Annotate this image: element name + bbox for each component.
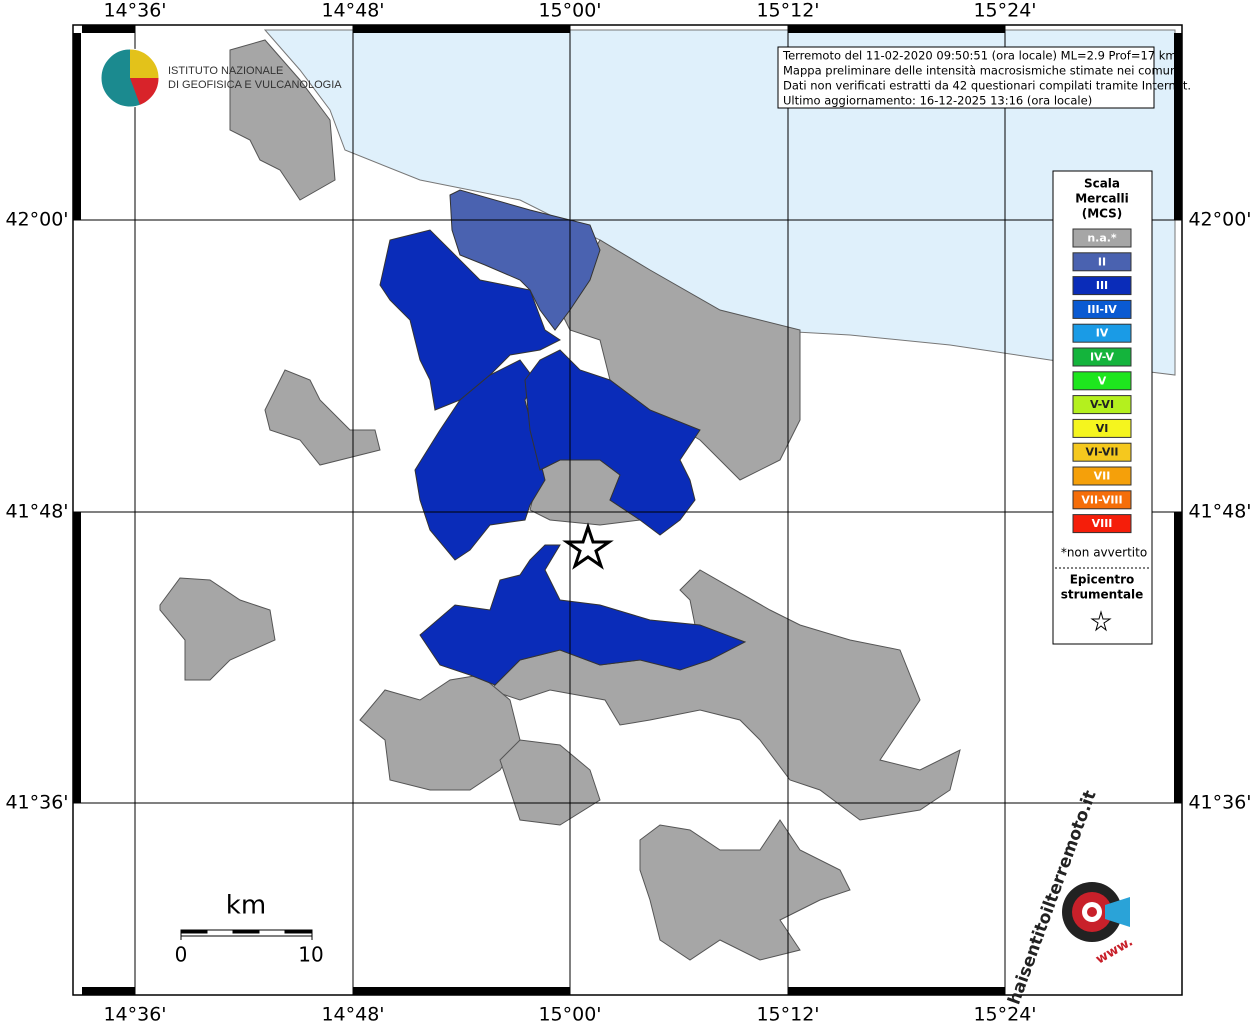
epicenter-star bbox=[562, 522, 614, 570]
municipalities bbox=[159, 39, 961, 961]
logo-text: DI GEOFISICA E VULCANOLOGIA bbox=[168, 79, 342, 91]
legend-epicenter: strumentale bbox=[1061, 588, 1144, 602]
legend-label: IV bbox=[1096, 327, 1109, 340]
legend-label: V-VI bbox=[1090, 398, 1114, 411]
legend-label: V bbox=[1098, 374, 1107, 387]
legend-epicenter: Epicentro bbox=[1070, 573, 1135, 587]
legend-label: VI bbox=[1096, 422, 1109, 435]
ingv-logo bbox=[100, 48, 160, 108]
legend-swatch bbox=[1072, 323, 1132, 343]
area bbox=[524, 349, 701, 536]
lon-label: 14°48' bbox=[321, 0, 384, 22]
legend-swatch bbox=[1072, 466, 1132, 486]
logo-text: ISTITUTO NAZIONALE bbox=[168, 65, 283, 77]
scale-end: 10 bbox=[298, 943, 323, 967]
lat-label: 41°48' bbox=[5, 501, 68, 523]
legend-swatch bbox=[1072, 514, 1132, 534]
info-line: Ultimo aggiornamento: 16-12-2025 13:16 (… bbox=[783, 94, 1092, 108]
lat-label: 41°36' bbox=[5, 792, 68, 814]
lat-label: 41°36' bbox=[1188, 792, 1251, 814]
area bbox=[639, 819, 851, 961]
legend-label: VI-VII bbox=[1085, 446, 1118, 459]
legend-note: *non avvertito bbox=[1061, 546, 1147, 560]
legend-label: II bbox=[1098, 255, 1106, 268]
area bbox=[414, 359, 546, 561]
area bbox=[159, 577, 276, 681]
legend-label: VIII bbox=[1092, 517, 1113, 530]
legend-label: VII-VIII bbox=[1081, 493, 1122, 506]
lon-label: 14°36' bbox=[103, 0, 166, 22]
info-line: Terremoto del 11-02-2020 09:50:51 (ora l… bbox=[782, 49, 1177, 63]
area bbox=[559, 239, 801, 481]
lon-label: 15°24' bbox=[973, 0, 1036, 22]
legend-star bbox=[1090, 610, 1112, 632]
info-line: Mappa preliminare delle intensità macros… bbox=[783, 64, 1180, 78]
area bbox=[229, 39, 336, 201]
legend-swatch bbox=[1072, 490, 1132, 510]
legend-swatch bbox=[1072, 276, 1132, 296]
area bbox=[419, 544, 747, 686]
frame bbox=[72, 24, 1183, 996]
legend-title: Mercalli bbox=[1075, 192, 1129, 206]
legend-label: n.a.* bbox=[1087, 232, 1117, 245]
scale-start: 0 bbox=[175, 943, 188, 967]
lon-label: 15°00' bbox=[538, 1004, 601, 1025]
watermark-logo bbox=[1062, 882, 1130, 942]
legend-label: III-IV bbox=[1087, 303, 1117, 316]
legend-swatch bbox=[1072, 299, 1132, 319]
lon-label: 15°12' bbox=[756, 1004, 819, 1025]
lat-label: 41°48' bbox=[1188, 501, 1251, 523]
legend-swatch bbox=[1072, 418, 1132, 438]
legend-label: III bbox=[1096, 279, 1108, 292]
legend-title: Scala bbox=[1084, 177, 1120, 191]
area bbox=[499, 739, 601, 826]
legend-swatch bbox=[1072, 371, 1132, 391]
scale-bar bbox=[180, 929, 313, 940]
legend-label: VII bbox=[1094, 470, 1111, 483]
lon-label: 14°36' bbox=[103, 1004, 166, 1025]
area bbox=[449, 189, 601, 331]
lon-label: 15°00' bbox=[538, 0, 601, 22]
lat-label: 42°00' bbox=[1188, 209, 1251, 231]
lon-label: 15°24' bbox=[973, 1004, 1036, 1025]
legend-title: (MCS) bbox=[1082, 207, 1123, 221]
lon-label: 15°12' bbox=[756, 0, 819, 22]
info-line: Dati non verificati estratti da 42 quest… bbox=[783, 79, 1191, 93]
legend-swatch bbox=[1072, 395, 1132, 415]
info-box bbox=[777, 46, 1155, 109]
legend-label: IV-V bbox=[1090, 351, 1115, 364]
legend-swatch bbox=[1072, 442, 1132, 462]
scale-unit: km bbox=[226, 891, 266, 921]
graticule bbox=[73, 25, 1182, 995]
area bbox=[379, 229, 561, 411]
legend-swatch bbox=[1072, 228, 1132, 248]
lon-label: 14°48' bbox=[321, 1004, 384, 1025]
legend-swatch bbox=[1072, 252, 1132, 272]
area bbox=[264, 369, 381, 466]
lat-label: 42°00' bbox=[5, 209, 68, 231]
legend-swatch bbox=[1072, 347, 1132, 367]
